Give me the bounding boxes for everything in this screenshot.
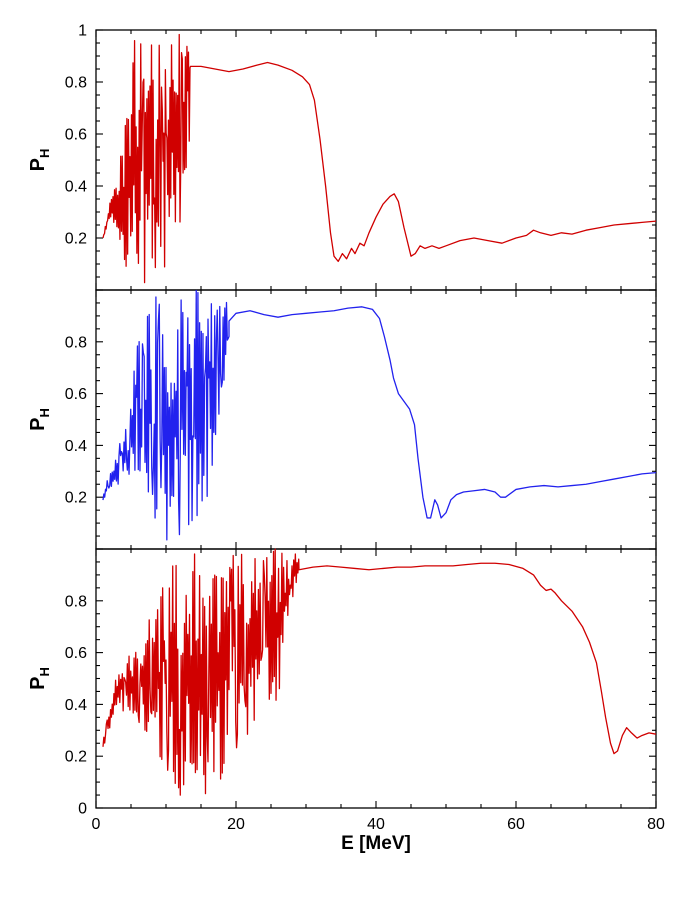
y-axis-title-main: P [27,418,49,431]
y-axis-title-sub: H [37,667,52,676]
y-tick-label: 0.6 [65,386,87,403]
panel-bottom: 0 0.2 0.4 0.6 0.8 0 20 40 60 80 PH [27,548,665,833]
y-tick-label: 0.8 [65,75,87,92]
x-tick-label: 20 [227,816,245,833]
y-axis-title-sub: H [37,149,52,158]
series-line [102,33,657,284]
y-tick-label: 0.2 [65,490,87,507]
series-line [102,548,657,796]
y-tick-label: 0.8 [65,334,87,351]
y-tick-label: 0.8 [65,593,87,610]
x-tick-label: 0 [92,816,101,833]
y-axis-title: PH [27,149,52,172]
y-axis-title-main: P [27,677,49,690]
y-tick-label: 0.4 [65,179,87,196]
y-axis-title-main: P [27,158,49,171]
y-tick-label: 0.6 [65,645,87,662]
x-tick-label: 40 [367,816,385,833]
y-axis-title: PH [27,667,52,690]
y-tick-label: 0 [78,801,87,818]
x-axis-title: E [MeV] [341,833,411,854]
x-tick-label: 60 [507,816,525,833]
y-tick-label: 1 [78,23,87,40]
y-axis-title-sub: H [37,408,52,417]
x-tick-label: 80 [647,816,665,833]
y-tick-label: 0.4 [65,438,87,455]
y-tick-label: 0.2 [65,231,87,248]
panel-top: 0.2 0.4 0.6 0.8 1 PH [27,23,657,291]
y-tick-label: 0.2 [65,749,87,766]
y-axis-title: PH [27,408,52,431]
y-tick-label: 0.6 [65,127,87,144]
y-tick-label: 0.4 [65,697,87,714]
series-line [102,289,657,541]
panel-middle: 0.2 0.4 0.6 0.8 PH [27,289,657,550]
